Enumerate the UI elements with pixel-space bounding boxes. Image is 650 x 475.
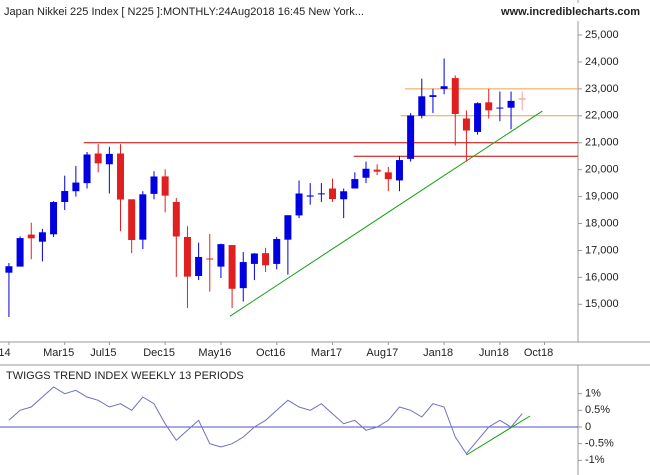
x-tick-label: Dec15	[143, 347, 175, 359]
candle-body	[206, 258, 214, 260]
indicator-line	[8, 386, 523, 455]
candle-body	[50, 202, 58, 235]
candle-body	[273, 238, 281, 264]
candle-body	[172, 201, 180, 237]
candle-body	[128, 199, 136, 240]
candle-body	[518, 98, 526, 100]
candle-body	[94, 153, 102, 164]
candle-body	[27, 234, 35, 239]
candle-body	[317, 193, 325, 195]
x-tick-label: Aug17	[366, 347, 398, 359]
candle-body	[295, 193, 303, 216]
candle-body	[239, 262, 247, 289]
candle-body	[72, 182, 80, 192]
candle-body	[407, 115, 415, 159]
candle-body	[474, 103, 482, 132]
x-tick-label: Jan18	[423, 347, 453, 359]
y-tick-label: 24,000	[585, 56, 619, 68]
y-tick-label: 23,000	[585, 83, 619, 95]
x-tick-label: t14	[0, 347, 11, 359]
candle-body	[373, 169, 381, 172]
candle-body	[183, 236, 191, 277]
source-background	[454, 3, 644, 21]
candle-body	[485, 102, 493, 111]
y-tick-label: 18,000	[585, 217, 619, 229]
y-tick-label: 1%	[585, 388, 601, 400]
candle-body	[306, 195, 314, 197]
candle-body	[384, 172, 392, 180]
source: www.incrediblecharts.com	[500, 6, 640, 18]
x-tick-label: Mar17	[311, 347, 342, 359]
candle-body	[440, 86, 448, 89]
candle-body	[395, 160, 403, 181]
candle-body	[351, 179, 359, 189]
y-tick-label: 22,000	[585, 110, 619, 122]
candle-body	[429, 95, 437, 97]
x-tick-label: Mar15	[43, 347, 74, 359]
candle-body	[451, 78, 459, 114]
y-tick-label: 0.5%	[585, 404, 610, 416]
candle-body	[105, 153, 113, 165]
candle-body	[161, 176, 169, 196]
trendline	[229, 110, 543, 317]
x-tick-label: Jul15	[90, 347, 116, 359]
candle-body	[228, 245, 236, 289]
candle-body	[262, 253, 270, 266]
x-tick-label: Oct16	[256, 347, 285, 359]
y-tick-label: 16,000	[585, 271, 619, 283]
candle-body	[496, 107, 504, 109]
candle-body	[117, 153, 125, 200]
x-tick-label: Jun18	[479, 347, 509, 359]
candle-body	[284, 215, 292, 240]
candle-body	[139, 194, 147, 240]
y-tick-label: 17,000	[585, 244, 619, 256]
y-tick-label: 21,000	[585, 137, 619, 149]
candle-body	[38, 232, 46, 242]
candle-body	[507, 100, 515, 108]
y-tick-label: -1%	[585, 454, 605, 466]
candle-body	[83, 154, 91, 184]
candle-body	[250, 253, 258, 264]
candle-body	[61, 191, 69, 202]
candle-body	[217, 244, 225, 267]
candle-body	[195, 256, 203, 277]
chart-title: Japan Nikkei 225 Index [ N225 ]:MONTHLY:…	[4, 6, 364, 18]
y-tick-label: 15,000	[585, 298, 619, 310]
y-tick-label: 25,000	[585, 29, 619, 41]
y-tick-label: 20,000	[585, 164, 619, 176]
trendline	[466, 415, 531, 456]
y-tick-label: 19,000	[585, 190, 619, 202]
x-tick-label: Oct18	[524, 347, 553, 359]
y-tick-label: 0	[585, 421, 591, 433]
candle-body	[5, 266, 13, 273]
candle-body	[340, 191, 348, 200]
y-tick-label: -0.5%	[585, 438, 614, 450]
candle-body	[16, 238, 24, 267]
candle-body	[150, 176, 158, 194]
candle-body	[329, 188, 337, 200]
candle-body	[462, 118, 470, 131]
panel-title: TWIGGS TREND INDEX WEEKLY 13 PERIODS	[6, 370, 244, 382]
candle-body	[362, 168, 370, 178]
x-tick-label: May16	[198, 347, 231, 359]
candle-body	[418, 96, 426, 116]
